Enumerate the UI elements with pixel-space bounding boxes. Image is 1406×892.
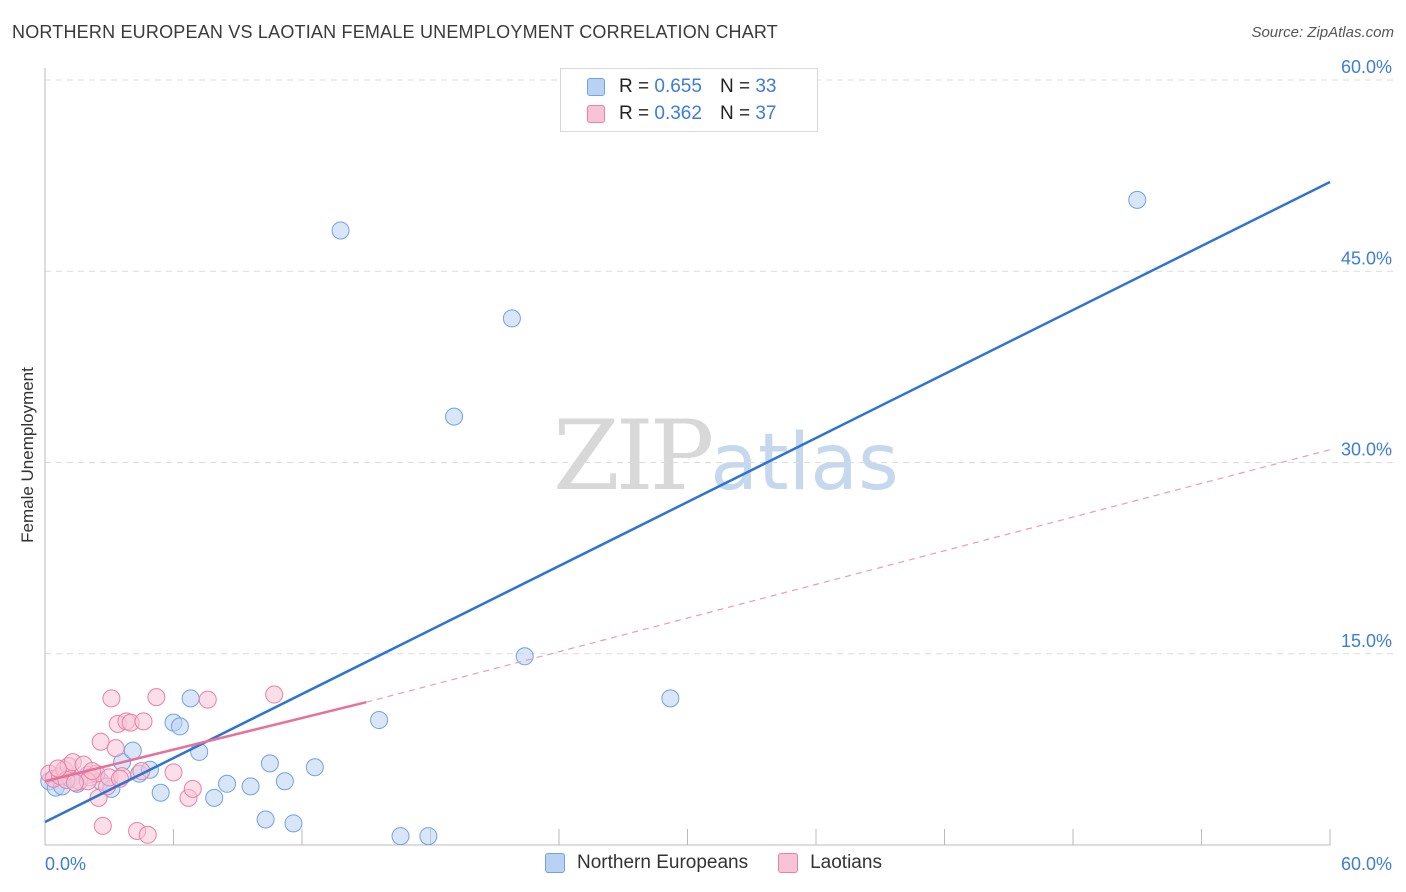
data-point-northern-europeans: [151, 783, 170, 802]
legend-swatch-pink: [587, 105, 605, 123]
correlation-legend: R = 0.655 N = 33 R = 0.362 N = 37: [560, 68, 818, 132]
data-point-laotians: [198, 690, 217, 709]
legend-row-laotians: R = 0.362 N = 37: [587, 102, 776, 126]
series-legend-label: Northern Europeans: [577, 852, 749, 873]
x-tick-label: 0.0%: [45, 854, 86, 874]
legend-n-label: N =: [719, 103, 751, 124]
data-point-northern-europeans: [260, 754, 279, 773]
y-tick-label: 30.0%: [1341, 440, 1392, 460]
series-swatch-blue: [545, 853, 565, 873]
data-point-laotians: [164, 763, 183, 782]
data-point-northern-europeans: [275, 772, 294, 791]
legend-r-value: 0.362: [654, 103, 702, 124]
data-point-laotians: [265, 685, 284, 704]
tick-labels: 15.0% 30.0% 45.0% 60.0% 0.0% 60.0%: [45, 57, 1392, 874]
data-point-northern-europeans: [1128, 190, 1147, 209]
data-point-northern-europeans: [502, 309, 521, 328]
data-point-laotians: [183, 779, 202, 798]
series-legend-northern-europeans[interactable]: Northern Europeans: [545, 852, 748, 874]
watermark-zip: ZIP: [553, 400, 714, 512]
x-tick-label: 60.0%: [1341, 854, 1392, 874]
axes: [44, 68, 1331, 846]
data-point-laotians: [102, 689, 121, 708]
data-point-northern-europeans: [256, 810, 275, 829]
legend-n-value: 33: [755, 76, 777, 97]
series-legend-laotians[interactable]: Laotians: [778, 852, 882, 874]
legend-n-label: N =: [719, 76, 751, 97]
legend-r-label: R =: [619, 76, 650, 97]
trend-line-laotians-extension: [366, 449, 1331, 703]
data-point-northern-europeans: [445, 407, 464, 426]
data-point-northern-europeans: [419, 827, 438, 846]
y-tick-label: 45.0%: [1341, 248, 1392, 268]
source-credit: Source: ZipAtlas.com: [1251, 24, 1394, 41]
y-tick-label: 15.0%: [1341, 631, 1392, 651]
data-point-northern-europeans: [241, 777, 260, 796]
data-points: [40, 190, 1147, 846]
series-legend-label: Laotians: [810, 852, 882, 873]
series-swatch-pink: [778, 853, 799, 873]
data-point-northern-europeans: [391, 827, 410, 846]
data-point-northern-europeans: [370, 711, 389, 730]
legend-r-value: 0.655: [654, 76, 702, 97]
data-point-northern-europeans: [284, 814, 303, 833]
data-point-northern-europeans: [170, 717, 189, 736]
data-point-northern-europeans: [661, 689, 680, 708]
data-point-northern-europeans: [331, 221, 350, 240]
chart-title: NORTHERN EUROPEAN VS LAOTIAN FEMALE UNEM…: [12, 22, 778, 42]
data-point-laotians: [134, 712, 153, 731]
trend-lines: [44, 180, 1331, 824]
data-point-laotians: [48, 759, 67, 778]
legend-r-label: R =: [619, 103, 650, 124]
series-legend: Northern Europeans Laotians: [545, 852, 912, 874]
trend-line-northern-europeans: [44, 180, 1331, 824]
grid-lines: [45, 79, 1395, 655]
data-point-northern-europeans: [218, 774, 237, 793]
legend-swatch-blue: [587, 78, 605, 96]
legend-row-northern-europeans: R = 0.655 N = 33: [587, 75, 776, 99]
data-point-northern-europeans: [123, 741, 142, 760]
data-point-laotians: [93, 816, 112, 835]
y-tick-label: 60.0%: [1341, 57, 1392, 77]
data-point-northern-europeans: [205, 788, 224, 807]
data-point-laotians: [138, 825, 157, 844]
legend-n-value: 37: [755, 103, 777, 124]
data-point-laotians: [106, 739, 125, 758]
data-point-northern-europeans: [305, 758, 324, 777]
data-point-laotians: [147, 688, 166, 707]
data-point-laotians: [91, 732, 110, 751]
watermark: ZIPatlas: [553, 400, 899, 512]
trend-line-laotians: [44, 700, 367, 783]
data-point-northern-europeans: [515, 647, 534, 666]
data-point-northern-europeans: [181, 689, 200, 708]
